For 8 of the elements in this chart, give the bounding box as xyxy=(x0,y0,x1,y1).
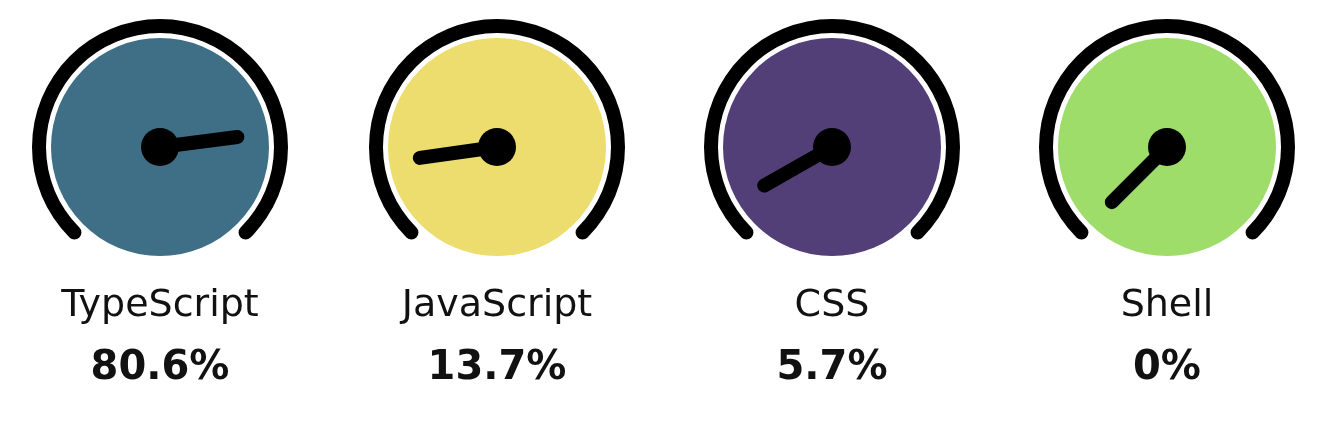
data-label: 5.7% xyxy=(776,342,888,388)
category-label: TypeScript xyxy=(60,281,259,325)
data-label: 0% xyxy=(1133,342,1201,388)
category-label: CSS xyxy=(794,281,870,325)
data-label: 13.7% xyxy=(427,342,567,388)
category-label: Shell xyxy=(1120,281,1214,325)
category-label: JavaScript xyxy=(399,281,593,325)
data-label: 80.6% xyxy=(90,342,230,388)
